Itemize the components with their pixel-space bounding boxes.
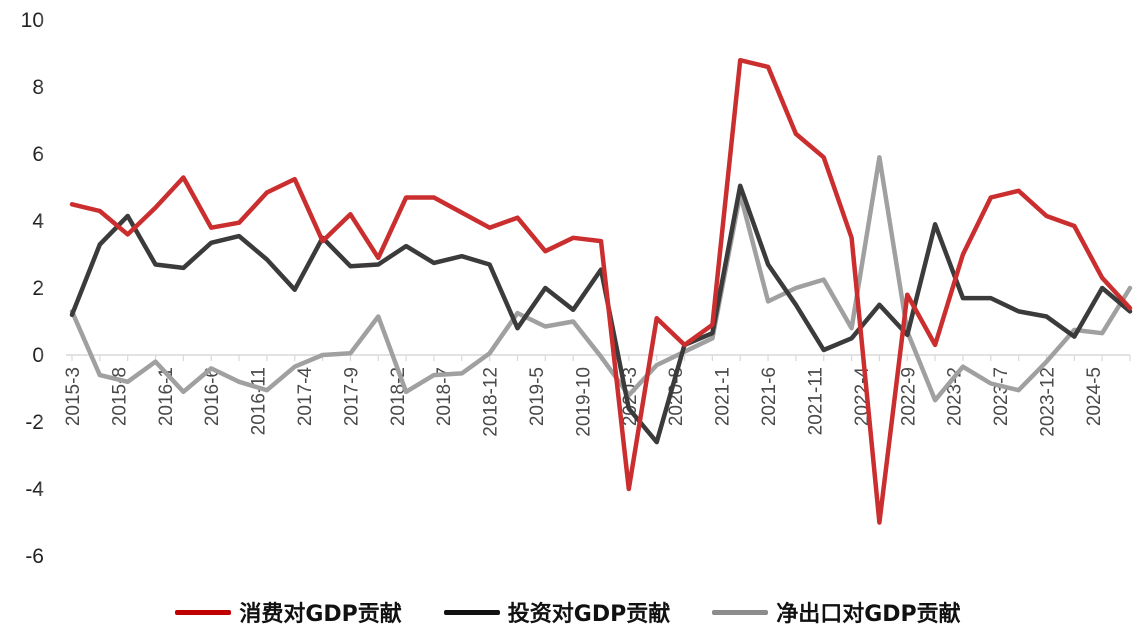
- x-tick-marks: [71, 355, 1131, 361]
- y-tick-label: 8: [32, 76, 44, 99]
- x-tick-label: 2023-12: [1037, 367, 1058, 437]
- legend-item: 消费对GDP贡献: [175, 596, 402, 628]
- y-tick-label: 2: [32, 277, 44, 300]
- x-tick-label: 2023-7: [991, 367, 1012, 426]
- y-tick-label: -2: [25, 411, 44, 434]
- series-lines: [40, 0, 1136, 546]
- series-line-1: [69, 183, 1133, 445]
- y-tick-label: 10: [21, 9, 44, 32]
- x-tick-label: 2022-9: [898, 367, 919, 426]
- legend-label: 消费对GDP贡献: [239, 602, 402, 627]
- x-tick-label: 2021-11: [805, 367, 826, 435]
- y-tick-label: 6: [32, 143, 44, 166]
- x-tick-label: 2017-4: [295, 367, 316, 427]
- y-tick-label: 4: [32, 210, 44, 233]
- x-tick-label: 2021-6: [759, 367, 780, 426]
- x-tick-label: 2015-3: [63, 367, 84, 426]
- legend-label: 净出口对GDP贡献: [776, 602, 961, 627]
- y-axis-tick-labels: -6 -4 -2 0 2 4 6 8 10: [21, 9, 45, 568]
- x-tick-label: 2017-9: [341, 367, 362, 426]
- legend: 消费对GDP贡献 投资对GDP贡献 净出口对GDP贡献: [0, 590, 1136, 634]
- y-tick-label: -6: [25, 545, 44, 568]
- y-tick-label: 0: [32, 344, 44, 367]
- series-line-0: [69, 57, 1133, 525]
- x-tick-label: 2018-7: [434, 367, 455, 426]
- x-tick-label: 2024-5: [1084, 367, 1105, 426]
- legend-label: 投资对GDP贡献: [507, 602, 671, 627]
- legend-item: 净出口对GDP贡献: [712, 596, 961, 628]
- x-tick-label: 2021-1: [713, 367, 734, 426]
- series-line-2: [69, 155, 1133, 403]
- x-tick-label: 2019-10: [573, 367, 594, 437]
- x-tick-label: 2016-6: [202, 367, 223, 426]
- shade-overlay: [40, 0, 1136, 546]
- y-tick-label: -4: [25, 478, 44, 501]
- legend-item: 投资对GDP贡献: [443, 596, 671, 628]
- x-tick-label: 2018-12: [481, 367, 502, 437]
- x-tick-label: 2019-5: [527, 367, 548, 426]
- x-tick-label: 2020-8: [666, 367, 687, 426]
- legend-swatch: [712, 609, 769, 615]
- legend-swatch: [443, 609, 500, 615]
- legend-swatch: [175, 609, 232, 615]
